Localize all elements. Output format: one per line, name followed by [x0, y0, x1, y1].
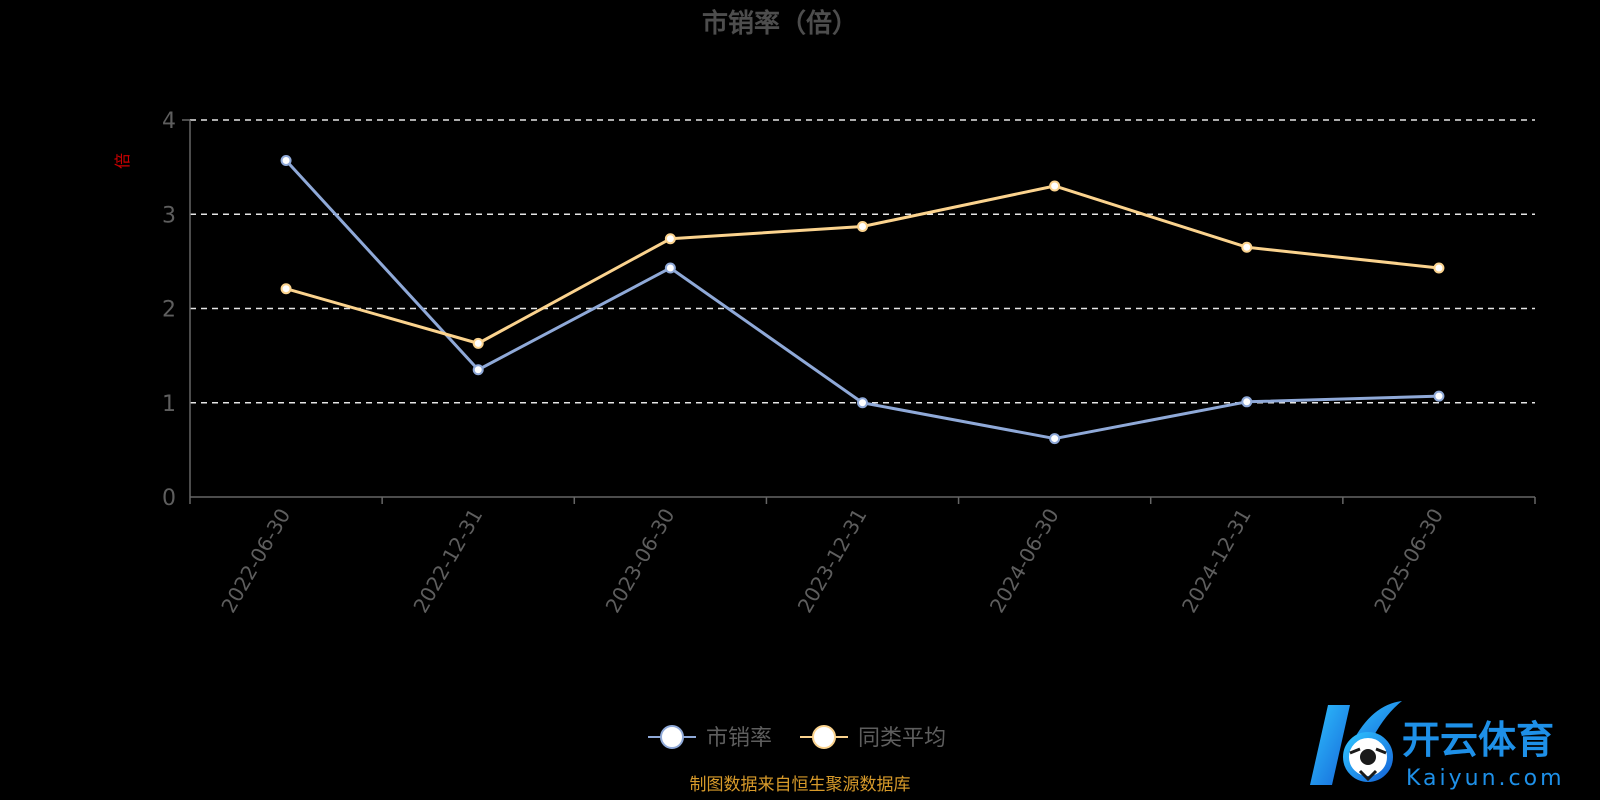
data-point — [1433, 390, 1445, 402]
x-tick-label: 2022-12-31 — [408, 504, 487, 617]
x-tick-label: 2023-06-30 — [601, 504, 680, 617]
legend-marker — [660, 725, 684, 749]
axes — [182, 119, 1536, 504]
y-tick-label: 0 — [162, 486, 176, 511]
grid-lines — [190, 119, 1535, 404]
brand-logo: 开云体育 Kaiyun.com — [1310, 701, 1565, 791]
series-line — [284, 159, 1439, 441]
y-tick-label: 3 — [162, 203, 176, 228]
x-tick-label: 2022-06-30 — [216, 504, 295, 617]
y-tick-label: 4 — [162, 109, 176, 134]
brand-name-cn: 开云体育 — [1402, 718, 1554, 762]
y-tick-labels: 0 1 2 3 4 — [162, 109, 176, 511]
data-point — [472, 364, 484, 376]
chart-title: 市销率（倍） — [702, 8, 858, 39]
source-note: 制图数据来自恒生聚源数据库 — [690, 775, 911, 795]
legend-marker — [812, 725, 836, 749]
data-point — [280, 283, 292, 295]
y-axis-label: 倍 — [113, 153, 132, 169]
legend-item[interactable]: 市销率 — [648, 725, 772, 751]
y-tick-label: 1 — [162, 392, 176, 417]
x-tick-label: 2023-12-31 — [793, 504, 872, 617]
legend-label: 市销率 — [706, 726, 772, 751]
brand-name-en: Kaiyun.com — [1406, 766, 1565, 791]
data-point — [1049, 180, 1061, 192]
series-line — [285, 184, 1440, 345]
legend[interactable]: 市销率 同类平均 — [648, 725, 946, 751]
brand-mark-icon — [1310, 701, 1402, 785]
x-tick-label: 2025-06-30 — [1369, 504, 1448, 617]
y-tick-label: 2 — [162, 298, 176, 323]
data-point — [1433, 262, 1445, 274]
data-point — [857, 221, 868, 233]
data-point — [857, 397, 868, 409]
data-point — [280, 155, 292, 167]
x-tick-label: 2024-06-30 — [985, 504, 1064, 617]
legend-label: 同类平均 — [858, 726, 946, 751]
legend-item[interactable]: 同类平均 — [800, 725, 946, 751]
data-point — [664, 262, 676, 274]
data-point — [1241, 241, 1253, 253]
x-tick-labels: 2022-06-30 2022-12-31 2023-06-30 2023-12-31… — [216, 504, 1448, 617]
data-point — [664, 233, 676, 245]
data-point — [1049, 433, 1061, 445]
data-point — [1241, 396, 1253, 408]
series-layer — [280, 155, 1445, 445]
data-point — [472, 337, 484, 349]
x-tick-label: 2024-12-31 — [1177, 504, 1256, 617]
